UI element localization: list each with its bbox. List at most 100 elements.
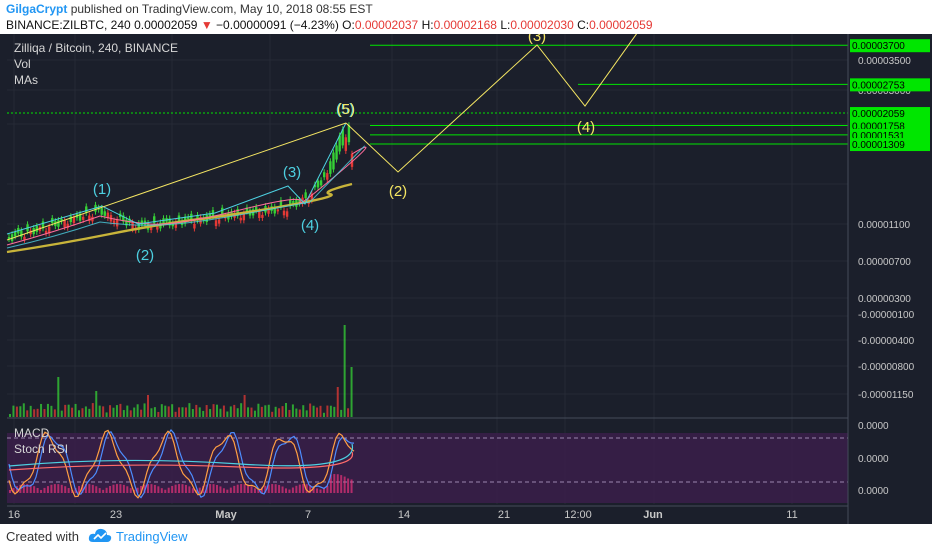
macd-histogram-bar bbox=[26, 484, 29, 493]
high-value: 0.00002168 bbox=[433, 18, 497, 32]
candle-body bbox=[239, 217, 242, 221]
volume-bar bbox=[12, 405, 15, 417]
candle-body bbox=[57, 220, 60, 227]
volume-bar bbox=[36, 408, 39, 417]
candle-body bbox=[288, 199, 292, 206]
volume-bar bbox=[329, 405, 332, 417]
macd-histogram-bar bbox=[219, 486, 222, 493]
candle-body bbox=[44, 230, 48, 234]
macd-histogram-bar bbox=[243, 484, 246, 493]
candle-body bbox=[326, 173, 329, 180]
macd-histogram-bar bbox=[309, 485, 312, 493]
time-tick-label: 7 bbox=[305, 509, 311, 521]
author-link[interactable]: GilgaCrypt bbox=[6, 2, 68, 16]
macd-histogram-bar bbox=[212, 484, 215, 493]
macd-histogram-bar bbox=[171, 485, 174, 493]
price-tag-text: 0.00002753 bbox=[852, 80, 905, 91]
close-label: C: bbox=[577, 18, 590, 32]
wave-label-cyan: (1) bbox=[93, 181, 111, 198]
candle-body bbox=[131, 222, 134, 230]
volume-bar bbox=[26, 410, 29, 417]
volume-bar bbox=[188, 403, 191, 417]
candle-body bbox=[162, 218, 165, 225]
volume-bar bbox=[53, 409, 56, 417]
macd-histogram-bar bbox=[312, 486, 315, 493]
volume-bar bbox=[74, 403, 77, 417]
grid bbox=[7, 34, 848, 504]
macd-histogram-bar bbox=[181, 484, 184, 493]
macd-histogram-bar bbox=[229, 487, 232, 493]
volume-bar bbox=[109, 405, 112, 417]
candle-body bbox=[255, 206, 258, 211]
volume-bar bbox=[302, 405, 305, 417]
price-tick-label: -0.00000800 bbox=[858, 362, 915, 373]
candle-body bbox=[214, 220, 218, 227]
created-with-text: Created with bbox=[6, 529, 79, 544]
candle-body bbox=[208, 213, 212, 218]
macd-histogram-bar bbox=[216, 484, 218, 493]
time-tick-label: 23 bbox=[110, 509, 122, 521]
candle-body bbox=[23, 236, 26, 240]
time-tick-label: 21 bbox=[498, 509, 510, 521]
volume-bar bbox=[171, 404, 174, 417]
volume-bar bbox=[212, 404, 215, 417]
volume-bar bbox=[33, 409, 36, 417]
volume-bar bbox=[267, 404, 270, 417]
candle-body bbox=[29, 230, 32, 235]
macd-histogram-bar bbox=[184, 484, 187, 493]
macd-histogram-bar bbox=[147, 484, 149, 493]
tradingview-brand[interactable]: TradingView bbox=[116, 529, 188, 544]
macd-histogram-bar bbox=[174, 484, 177, 493]
time-tick-label: Jun bbox=[643, 509, 663, 521]
candle-body bbox=[149, 227, 153, 231]
last-price: 0.00002059 bbox=[134, 18, 198, 32]
candle-body bbox=[335, 145, 338, 160]
volume-bar bbox=[119, 403, 122, 417]
candle-body bbox=[106, 212, 110, 219]
macd-histogram-bar bbox=[257, 489, 260, 493]
volume-bar bbox=[150, 408, 153, 417]
price-tag-bg bbox=[850, 107, 930, 121]
candle-body bbox=[122, 215, 125, 222]
volume-bar bbox=[136, 404, 139, 417]
macd-histogram-bar bbox=[333, 474, 336, 493]
volume-bars bbox=[9, 325, 353, 417]
volume-bar bbox=[9, 414, 11, 417]
volume-bar bbox=[233, 404, 236, 417]
time-tick-label: 16 bbox=[8, 509, 20, 521]
volume-bar bbox=[288, 409, 291, 417]
price-tag-text: 0.00001309 bbox=[852, 140, 905, 151]
price-tick-label: -0.00000400 bbox=[858, 336, 915, 347]
candle-body bbox=[350, 153, 354, 167]
volume-bar bbox=[333, 406, 336, 417]
macd-histogram-bar bbox=[316, 488, 319, 493]
macd-histogram-bar bbox=[50, 484, 53, 493]
volume-bar bbox=[236, 408, 239, 417]
price-tick-label: -0.00001150 bbox=[858, 390, 914, 401]
macd-histogram-bar bbox=[288, 489, 291, 493]
candle-body bbox=[174, 221, 178, 228]
volume-bar bbox=[298, 409, 301, 417]
candle-body bbox=[13, 231, 17, 237]
macd-histogram-bar bbox=[191, 488, 194, 493]
macd-histogram-bar bbox=[271, 484, 274, 493]
volume-bar bbox=[347, 408, 350, 417]
candle-body bbox=[301, 197, 304, 204]
price-chart[interactable]: (1)(2)(3)(4)(5)(5)(2)(3)(4) 0.000035000.… bbox=[0, 34, 932, 524]
price-tag-text: 0.00001531 bbox=[852, 131, 905, 142]
macd-histogram-bar bbox=[198, 487, 201, 493]
trend-line bbox=[6, 122, 347, 241]
volume-bar bbox=[343, 325, 346, 417]
macd-histogram-bar bbox=[340, 475, 343, 493]
volume-bar bbox=[219, 408, 222, 417]
volume-bar bbox=[22, 403, 25, 417]
candle-body bbox=[221, 207, 224, 215]
wave-label-yellow: (2) bbox=[389, 183, 407, 200]
macd-histogram-bar bbox=[264, 485, 267, 493]
candle-body bbox=[304, 192, 307, 199]
macd-histogram-bar bbox=[298, 484, 301, 493]
volume-bar bbox=[243, 395, 246, 417]
candle-body bbox=[245, 207, 249, 212]
macd-histogram-bar bbox=[240, 484, 243, 493]
close-value: 0.00002059 bbox=[589, 18, 653, 32]
